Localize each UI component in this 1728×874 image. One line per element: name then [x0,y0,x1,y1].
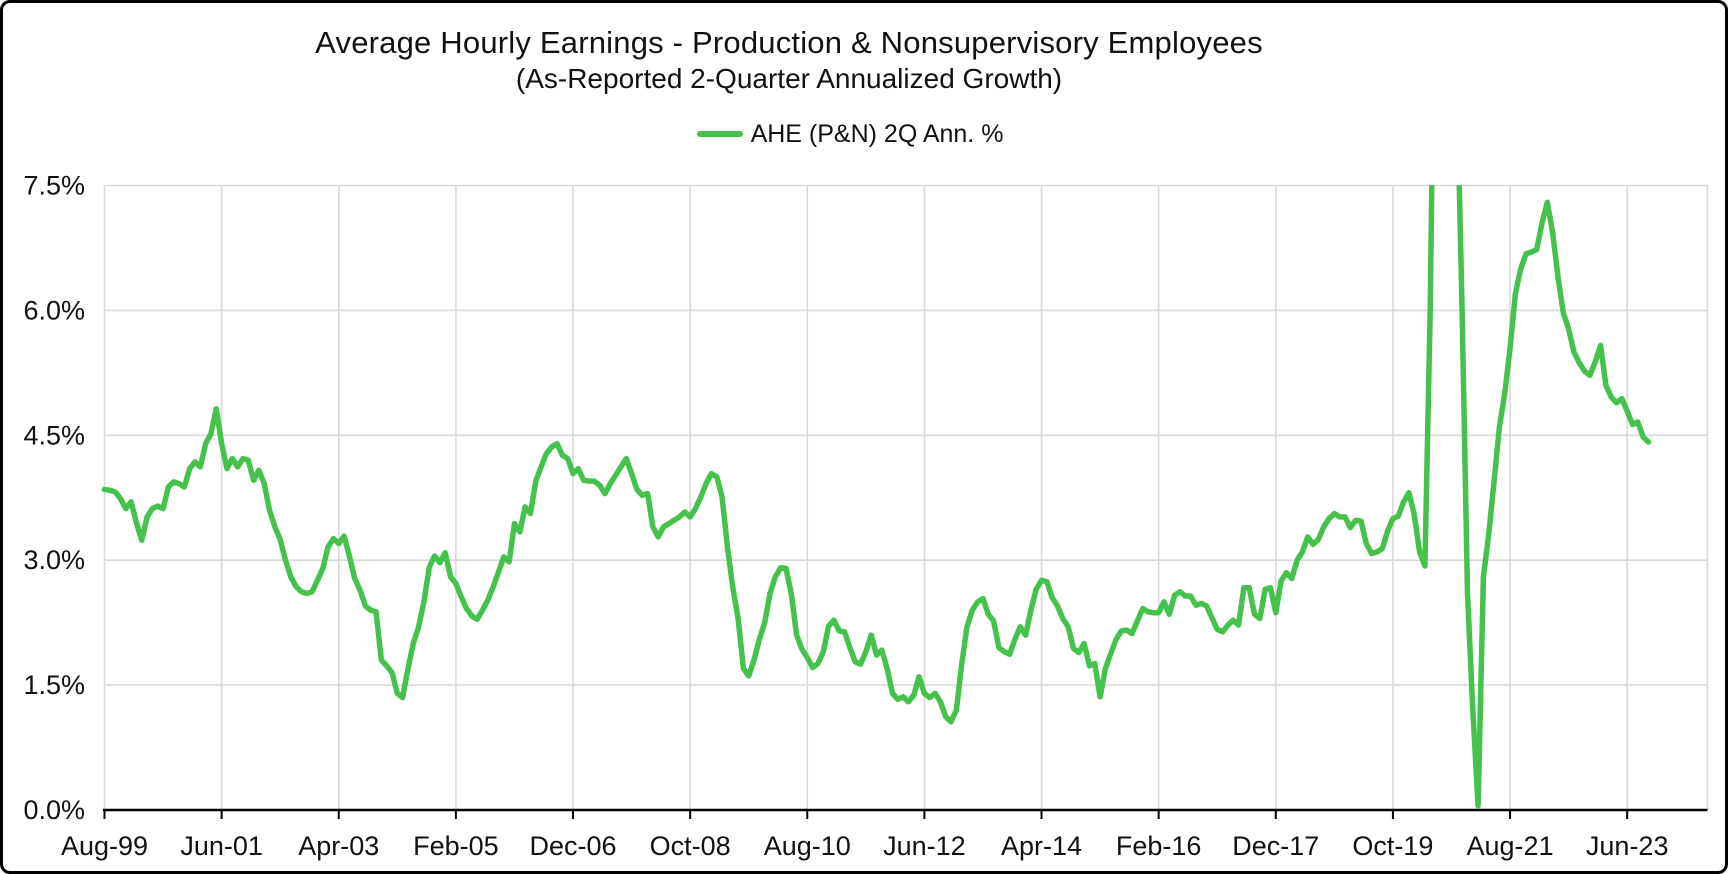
y-tick-label: 7.5% [23,171,85,201]
x-tick-label: Feb-05 [413,831,499,861]
y-tick-label: 3.0% [23,545,85,575]
x-tick-label: Dec-17 [1232,831,1319,861]
x-tick-label: Jun-23 [1586,831,1669,861]
chart-title: Average Hourly Earnings - Production & N… [315,25,1263,60]
x-tick-label: Feb-16 [1116,831,1202,861]
gridlines [103,184,1709,810]
x-tick-label: Jun-01 [180,831,263,861]
legend: AHE (P&N) 2Q Ann. % [3,119,1697,149]
x-tick-label: Aug-99 [61,831,148,861]
chart-subtitle: (As-Reported 2-Quarter Annualized Growth… [515,63,1063,94]
x-tick-label: Oct-19 [1352,831,1433,861]
y-tick-label: 6.0% [23,295,85,325]
x-axis-labels: Aug-99 Jun-01 Apr-03 Feb-05 Dec-06 Oct-08 Aug-… [61,831,1669,861]
y-tick-label: 1.5% [23,670,85,700]
x-tick-label: Oct-08 [650,831,731,861]
y-axis-labels: 0.0% 1.5% 3.0% 4.5% 6.0% 7.5% [23,171,85,826]
x-tick-label: Apr-03 [298,831,379,861]
y-tick-label: 0.0% [23,795,85,825]
x-tick-label: Aug-21 [1467,831,1554,861]
x-tick-label: Jun-12 [883,831,966,861]
series-ahe-line [101,185,1652,809]
y-tick-label: 4.5% [23,420,85,450]
legend-label: AHE (P&N) 2Q Ann. % [750,119,1004,148]
x-tick-label: Dec-06 [529,831,616,861]
x-axis [103,808,1708,819]
plot-area: 0.0% 1.5% 3.0% 4.5% 6.0% 7.5% Aug-99 Jun-01 Apr-… [23,171,1709,861]
x-tick-label: Aug-10 [764,831,851,861]
legend-line-swatch [696,131,743,137]
x-tick-label: Apr-14 [1001,831,1082,861]
